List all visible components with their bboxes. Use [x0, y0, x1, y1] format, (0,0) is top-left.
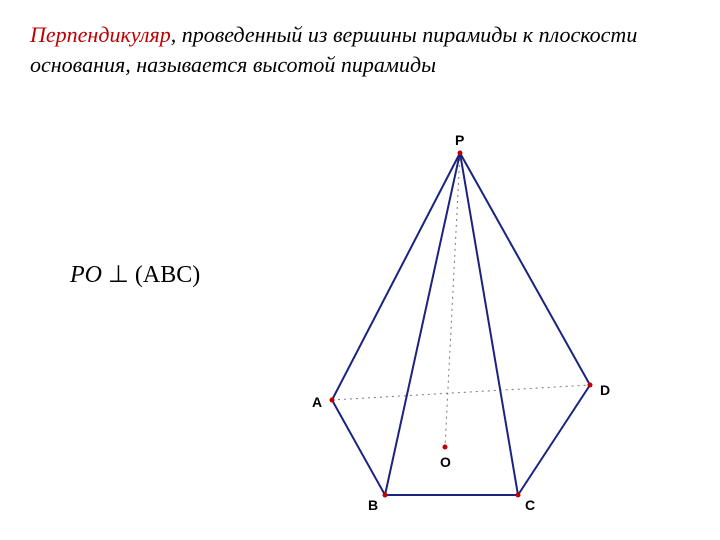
vertex-label-B: B: [368, 497, 378, 513]
vertex-label-O: O: [440, 454, 451, 470]
formula-po: PO: [70, 262, 102, 288]
edge-AD: [332, 385, 590, 400]
vertex-label-D: D: [600, 382, 610, 398]
vertex-point-D: [588, 383, 593, 388]
pyramid-diagram: P A B C D O: [290, 125, 650, 525]
vertex-label-P: P: [455, 132, 464, 148]
formula-abc: (ABC): [135, 262, 200, 288]
vertex-point-P: [458, 151, 463, 156]
key-term: Перпендикуляр: [30, 22, 171, 47]
vertex-label-C: C: [525, 497, 535, 513]
vertex-point-A: [330, 398, 335, 403]
perp-symbol: ⊥: [108, 261, 129, 288]
edge-PA: [332, 153, 460, 400]
edge-PO: [445, 153, 460, 447]
formula: PO ⊥ (ABC): [70, 260, 200, 289]
vertex-point-B: [383, 493, 388, 498]
vertex-point-C: [516, 493, 521, 498]
definition-text: Перпендикуляр, проведенный из вершины пи…: [30, 20, 690, 79]
edge-CD: [518, 385, 590, 495]
edge-PB: [385, 153, 460, 495]
pyramid-svg: P A B C D O: [290, 125, 650, 525]
vertex-point-O: [443, 445, 448, 450]
edge-AB: [332, 400, 385, 495]
vertex-label-A: A: [312, 394, 322, 410]
